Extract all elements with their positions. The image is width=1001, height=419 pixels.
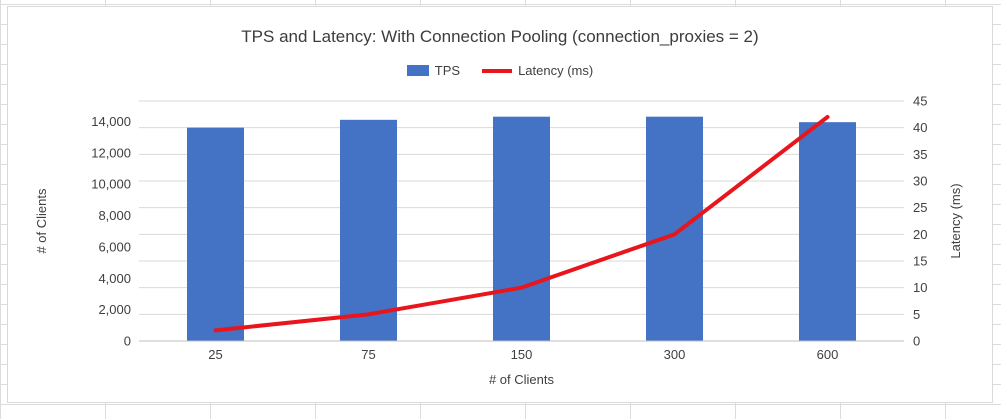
x-axis-tick-label: 300 (664, 347, 686, 362)
tps-bar[interactable] (187, 127, 244, 342)
right-axis-tick-label: 30 (913, 174, 927, 189)
left-axis-title: # of Clients (34, 188, 49, 254)
left-axis-tick-label: 8,000 (98, 208, 131, 223)
tps-bar[interactable] (646, 116, 703, 341)
legend: TPS Latency (ms) (8, 63, 992, 78)
left-axis-tick-label: 2,000 (98, 302, 131, 317)
tps-legend-swatch-icon (406, 65, 429, 76)
plot-area: 0 2,000 4,000 6,000 8,000 10,000 12,000 14,000 0… (34, 94, 963, 388)
x-axis-title: # of Clients (489, 372, 555, 387)
x-axis-tick-label: 600 (817, 347, 839, 362)
left-axis-tick-label: 14,000 (91, 114, 131, 129)
right-axis-tick-label: 25 (913, 200, 927, 215)
latency-legend-swatch-icon (482, 68, 513, 73)
tps-bar[interactable] (799, 122, 856, 341)
chart-container: TPS and Latency: With Connection Pooling… (7, 6, 993, 403)
tps-bar[interactable] (340, 119, 397, 341)
tps-bar[interactable] (493, 116, 550, 341)
latency-line[interactable] (213, 115, 830, 333)
legend-label-tps: TPS (434, 63, 461, 78)
x-axis-tick-label: 25 (208, 347, 222, 362)
x-axis-tick-label: 75 (361, 347, 375, 362)
right-axis-tick-label: 5 (913, 307, 920, 322)
left-axis-tick-label: 12,000 (91, 145, 131, 160)
left-axis-tick-label: 4,000 (98, 271, 131, 286)
legend-item-latency[interactable]: Latency (ms) (482, 63, 593, 78)
right-axis-tick-label: 35 (913, 147, 927, 162)
chart-title: TPS and Latency: With Connection Pooling… (241, 27, 759, 46)
right-axis-tick-label: 45 (913, 94, 927, 109)
x-axis-tick-label: 150 (511, 347, 533, 362)
right-axis-tick-label: 20 (913, 227, 927, 242)
right-axis-title: Latency (ms) (948, 183, 963, 258)
legend-item-tps[interactable]: TPS (406, 63, 461, 78)
right-axis-tick-label: 15 (913, 254, 927, 269)
legend-label-latency: Latency (ms) (518, 63, 594, 78)
left-axis-tick-label: 6,000 (98, 239, 131, 254)
right-axis-tick-label: 40 (913, 120, 927, 135)
left-axis-tick-label: 10,000 (91, 177, 131, 192)
right-axis-tick-label: 0 (913, 334, 920, 349)
left-axis-tick-label: 0 (124, 334, 131, 349)
right-axis-tick-label: 10 (913, 280, 927, 295)
